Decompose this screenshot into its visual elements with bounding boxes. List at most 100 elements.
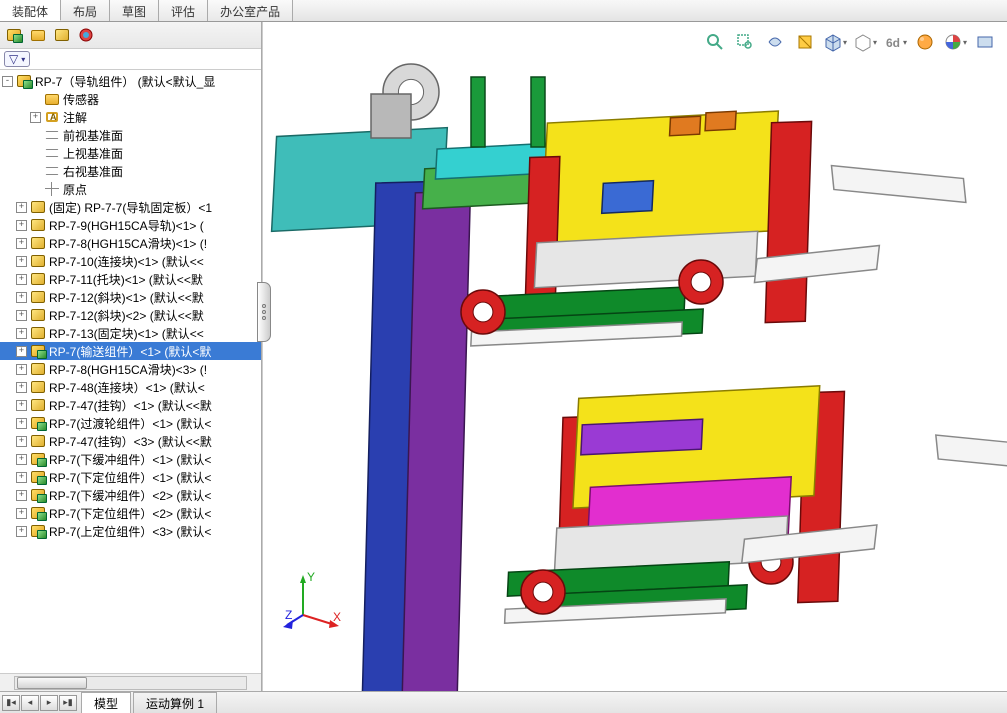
- tree-item-label: RP-7-8(HGH15CA滑块)<3> (!: [49, 361, 207, 378]
- tree-item[interactable]: + RP-7-13(固定块)<1> (默认<<: [0, 324, 261, 342]
- appearance-icon[interactable]: ▾: [943, 30, 967, 54]
- expander-icon[interactable]: +: [16, 238, 27, 249]
- expander-icon[interactable]: +: [16, 310, 27, 321]
- zoom-fit-icon[interactable]: [703, 30, 727, 54]
- tree-item[interactable]: +RP-7-11(托块)<1> (默认<<默: [0, 270, 261, 288]
- zoom-area-icon[interactable]: [733, 30, 757, 54]
- expander-icon[interactable]: +: [16, 436, 27, 447]
- tree-item-label: RP-7(输送组件）<1> (默认<默: [49, 343, 211, 360]
- expander-icon[interactable]: +: [16, 202, 27, 213]
- tree-toolbar-part-icon[interactable]: [52, 25, 72, 45]
- tree-item[interactable]: +RP-7-47(挂钩）<3> (默认<<默: [0, 432, 261, 450]
- vcr-next-icon[interactable]: ▸: [40, 695, 58, 711]
- tree-item[interactable]: 原点: [0, 180, 261, 198]
- render-icon[interactable]: [973, 30, 997, 54]
- tab-3[interactable]: 评估: [159, 0, 208, 21]
- tree-item-label: RP-7-12(斜块)<2> (默认<<默: [49, 307, 204, 324]
- vcr-prev-icon[interactable]: ◂: [21, 695, 39, 711]
- part-icon: [30, 254, 46, 268]
- tree-item[interactable]: +RP-7(上定位组件）<3> (默认<: [0, 522, 261, 540]
- cad-scene: [263, 22, 1007, 691]
- svg-text:Z: Z: [285, 608, 292, 622]
- expander-icon[interactable]: +: [16, 472, 27, 483]
- tree-item[interactable]: +RP-7-12(斜块)<1> (默认<<默: [0, 288, 261, 306]
- tree-item[interactable]: + RP-7-47(挂钩）<1> (默认<<默: [0, 396, 261, 414]
- tree-item[interactable]: -RP-7（导轨组件） (默认<默认_显: [0, 72, 261, 90]
- expander-icon[interactable]: +: [30, 112, 41, 123]
- tree-item[interactable]: 右视基准面: [0, 162, 261, 180]
- tree-toolbar-asm-icon[interactable]: [4, 25, 24, 45]
- part-icon: [30, 326, 46, 340]
- tree-item[interactable]: +RP-7-9(HGH15CA导轨)<1> (: [0, 216, 261, 234]
- vcr-first-icon[interactable]: ▮◂: [2, 695, 20, 711]
- tree-item[interactable]: 前视基准面: [0, 126, 261, 144]
- tree-item[interactable]: 传感器: [0, 90, 261, 108]
- tree-filter[interactable]: ▽▾: [0, 49, 261, 70]
- tree-item[interactable]: +RP-7(下定位组件）<1> (默认<: [0, 468, 261, 486]
- tree-item[interactable]: +RP-7(下定位组件）<2> (默认<: [0, 504, 261, 522]
- tree-item-label: RP-7-47(挂钩）<1> (默认<<默: [49, 397, 212, 414]
- tree-item[interactable]: +RP-7(下缓冲组件）<2> (默认<: [0, 486, 261, 504]
- expander-icon[interactable]: +: [16, 490, 27, 501]
- view-orientation-icon[interactable]: ▾: [823, 30, 847, 54]
- tree-toolbar-display-icon[interactable]: [76, 25, 96, 45]
- tree-item[interactable]: + RP-7(下缓冲组件）<1> (默认<: [0, 450, 261, 468]
- scene-icon[interactable]: [913, 30, 937, 54]
- expander-icon[interactable]: +: [16, 382, 27, 393]
- hide-show-icon[interactable]: 6d▾: [883, 30, 907, 54]
- origin-icon: [44, 182, 60, 196]
- tree-item[interactable]: + RP-7-12(斜块)<2> (默认<<默: [0, 306, 261, 324]
- tree-toolbar-config-icon[interactable]: [28, 25, 48, 45]
- block-orange-2: [705, 111, 736, 131]
- expander-icon[interactable]: +: [16, 508, 27, 519]
- bottom-tab-0[interactable]: 模型: [81, 692, 131, 713]
- upper-plate-red-r: [765, 121, 811, 322]
- expander-icon[interactable]: +: [16, 274, 27, 285]
- annot-icon: [44, 110, 60, 124]
- panel-splitter-handle[interactable]: [257, 282, 271, 342]
- part-icon: [30, 200, 46, 214]
- tree-item[interactable]: +RP-7(过渡轮组件）<1> (默认<: [0, 414, 261, 432]
- tree-horizontal-scrollbar[interactable]: [0, 673, 261, 691]
- expander-icon[interactable]: +: [16, 256, 27, 267]
- tab-0[interactable]: 装配体: [0, 0, 61, 21]
- expander-icon[interactable]: +: [16, 292, 27, 303]
- tree-item[interactable]: +RP-7-10(连接块)<1> (默认<<: [0, 252, 261, 270]
- dynamic-zoom-icon[interactable]: [763, 30, 787, 54]
- tree-item[interactable]: +注解: [0, 108, 261, 126]
- expander-icon[interactable]: +: [16, 346, 27, 357]
- clamp-green-1: [471, 77, 485, 147]
- expander-icon[interactable]: -: [2, 76, 13, 87]
- expander-icon[interactable]: +: [16, 220, 27, 231]
- tab-2[interactable]: 草图: [110, 0, 159, 21]
- expander-icon[interactable]: +: [16, 328, 27, 339]
- asm-icon: [30, 470, 46, 484]
- tree-item-label: RP-7(下缓冲组件）<1> (默认<: [49, 451, 211, 468]
- expander-icon[interactable]: +: [16, 418, 27, 429]
- expander-icon[interactable]: +: [16, 454, 27, 465]
- upper-plate-yellow: [541, 111, 778, 243]
- graphics-viewport[interactable]: ▾▾6d▾▾ Y X Z: [262, 22, 1007, 691]
- tab-1[interactable]: 布局: [61, 0, 110, 21]
- expander-icon[interactable]: +: [16, 526, 27, 537]
- svg-text:Y: Y: [307, 571, 315, 584]
- asm-icon: [30, 506, 46, 520]
- tree-item[interactable]: +(固定) RP-7-7(导轨固定板）<1: [0, 198, 261, 216]
- expander-icon[interactable]: +: [16, 400, 27, 411]
- tree-item[interactable]: 上视基准面: [0, 144, 261, 162]
- bottom-tab-1[interactable]: 运动算例 1: [133, 692, 217, 713]
- tree-item[interactable]: +RP-7-8(HGH15CA滑块)<1> (!: [0, 234, 261, 252]
- vcr-controls: ▮◂ ◂ ▸ ▸▮: [0, 695, 79, 711]
- tree-item-label: RP-7-13(固定块)<1> (默认<<: [49, 325, 204, 342]
- svg-text:X: X: [333, 610, 341, 624]
- tree-item[interactable]: + RP-7-8(HGH15CA滑块)<3> (!: [0, 360, 261, 378]
- display-style-icon[interactable]: ▾: [853, 30, 877, 54]
- tree-item[interactable]: +RP-7-48(连接块）<1> (默认<: [0, 378, 261, 396]
- feature-tree[interactable]: -RP-7（导轨组件） (默认<默认_显传感器+注解前视基准面上视基准面右视基准…: [0, 70, 261, 673]
- tab-4[interactable]: 办公室产品: [208, 0, 293, 21]
- expander-icon[interactable]: +: [16, 364, 27, 375]
- tree-item[interactable]: + RP-7(输送组件）<1> (默认<默: [0, 342, 261, 360]
- section-view-icon[interactable]: [793, 30, 817, 54]
- vcr-last-icon[interactable]: ▸▮: [59, 695, 77, 711]
- orientation-triad[interactable]: Y X Z: [283, 571, 343, 631]
